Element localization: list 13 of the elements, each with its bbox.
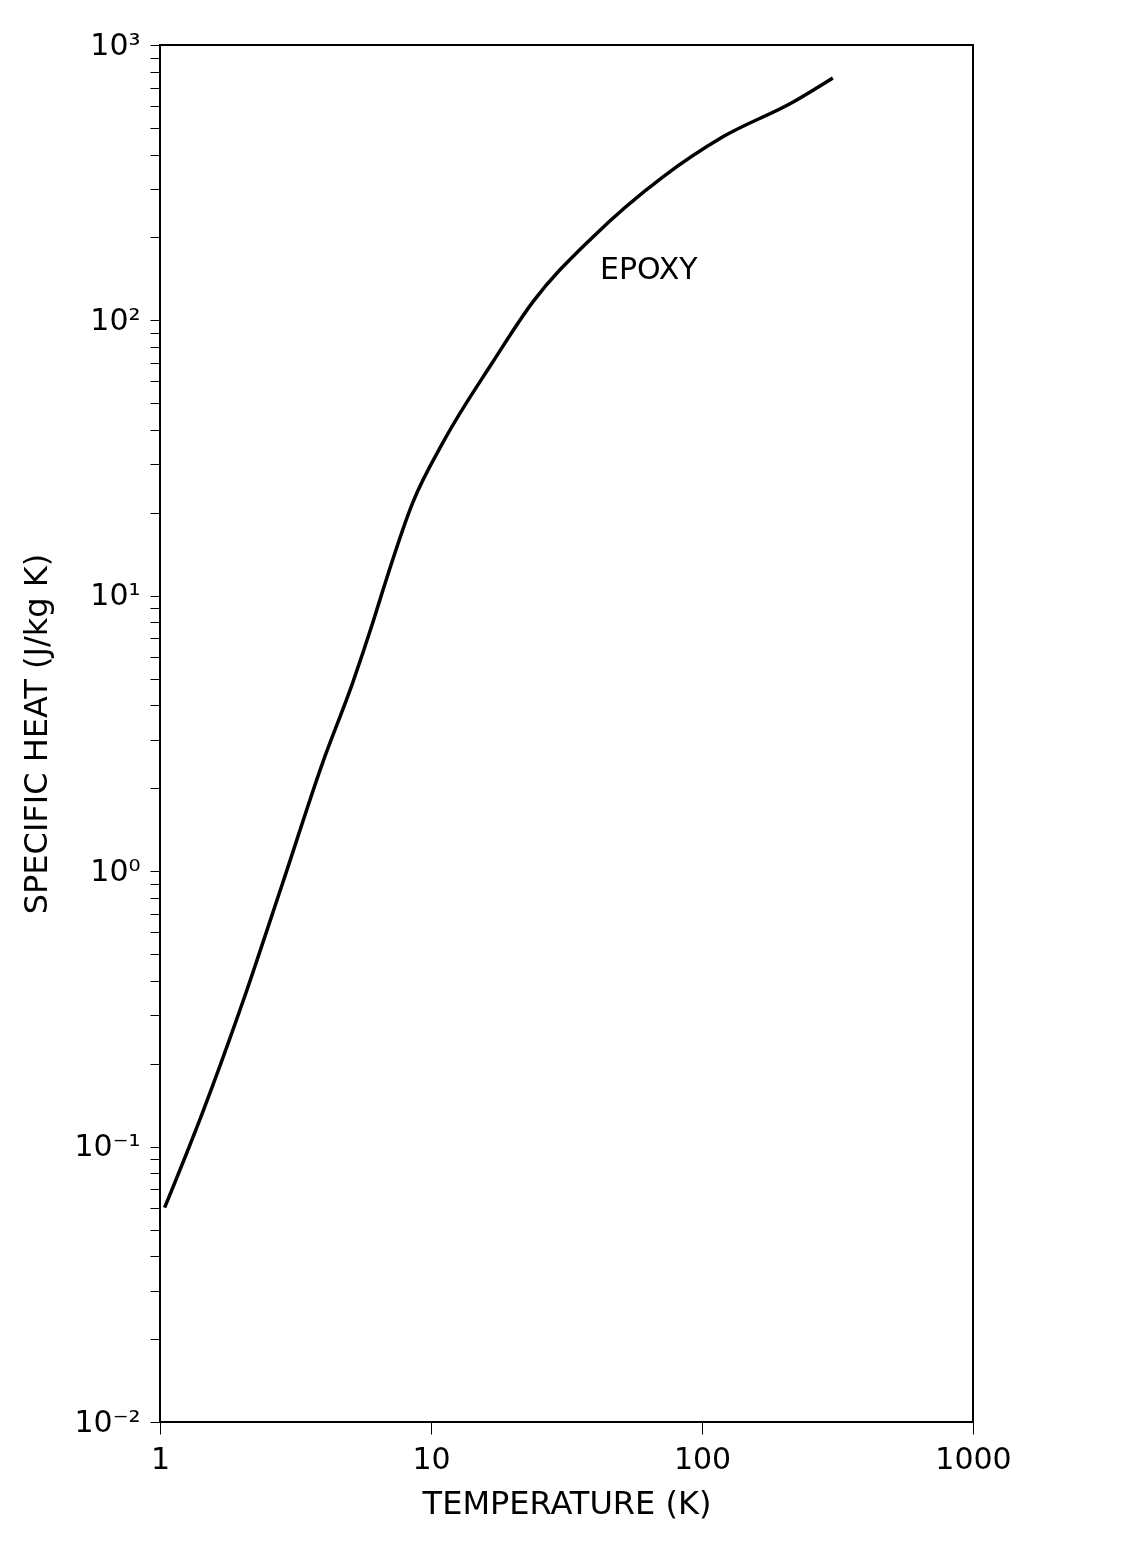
- x-tick-label: 100: [673, 1440, 732, 1476]
- x-tick-label: 1000: [935, 1440, 1012, 1476]
- x-tick-label: 10: [412, 1440, 451, 1476]
- y-tick-label: 10⁰: [90, 852, 141, 888]
- y-tick-label: 10²: [90, 301, 141, 337]
- annotation: EPOXY: [600, 251, 699, 286]
- x-tick-label: 1: [150, 1440, 171, 1476]
- y-tick-label: 10¹: [90, 577, 141, 613]
- y-tick-label: 10⁻¹: [74, 1128, 141, 1164]
- y-tick-label: 10³: [90, 26, 141, 62]
- x-axis-title: TEMPERATURE (K): [421, 1483, 712, 1522]
- y-axis-title: SPECIFIC HEAT (J/kg K): [17, 553, 56, 915]
- y-tick-label: 10⁻²: [74, 1403, 141, 1439]
